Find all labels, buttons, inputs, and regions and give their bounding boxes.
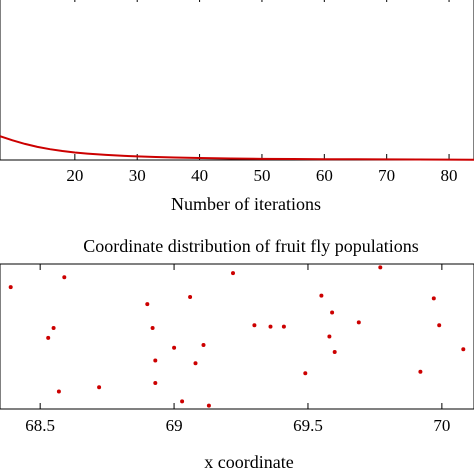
fly-point [252, 323, 257, 328]
fly-point [180, 399, 185, 404]
fly-point [281, 324, 286, 329]
fly-distribution-chart: Coordinate distribution of fruit fly pop… [0, 236, 474, 472]
convergence-plot-area [0, 0, 474, 161]
distribution-chart-title: Coordinate distribution of fruit fly pop… [83, 236, 418, 256]
convergence-x-ticks [74, 0, 450, 160]
distribution-plot-area [0, 263, 474, 410]
distribution-x-ticks [39, 264, 443, 409]
distribution-x-tick-label: 69 [166, 416, 183, 435]
fly-point [378, 265, 383, 270]
fly-point [193, 361, 198, 366]
convergence-x-tick-label: 50 [253, 166, 270, 185]
distribution-x-tick-label: 69.5 [293, 416, 323, 435]
fly-point [327, 334, 332, 339]
distribution-x-tick-labels: 68.5 69 69.5 70 [25, 416, 450, 435]
fly-point [418, 369, 423, 374]
fly-point [97, 385, 102, 390]
fly-point [172, 345, 177, 350]
distribution-x-tick-label: 70 [433, 416, 450, 435]
fly-point [332, 350, 337, 354]
fly-point [51, 326, 56, 330]
convergence-line [0, 135, 474, 161]
convergence-x-tick-labels: 20 30 40 50 60 70 80 [66, 166, 457, 185]
fly-point [431, 296, 436, 301]
convergence-series [0, 135, 474, 161]
convergence-x-axis-label: Number of iterations [171, 194, 321, 214]
distribution-points [8, 265, 466, 408]
fly-point [8, 285, 13, 290]
convergence-x-tick-label: 70 [378, 166, 395, 185]
fly-point [319, 293, 324, 298]
fly-point [46, 335, 51, 340]
fly-point [461, 347, 466, 352]
fly-point [150, 326, 155, 330]
fly-point [437, 323, 442, 328]
fly-point [56, 389, 61, 394]
convergence-x-tick-label: 60 [316, 166, 333, 185]
fly-point [153, 381, 158, 385]
fly-point [188, 295, 193, 299]
convergence-x-tick-label: 80 [441, 166, 458, 185]
fly-point [231, 271, 235, 276]
convergence-x-tick-label: 30 [129, 166, 146, 185]
fly-point [303, 371, 308, 376]
fly-point [62, 275, 67, 280]
convergence-x-tick-label: 20 [66, 166, 83, 185]
distribution-x-tick-label: 68.5 [25, 416, 55, 435]
fly-point [356, 320, 361, 325]
fly-point [153, 358, 158, 363]
fly-point [201, 343, 206, 347]
fly-point [145, 302, 150, 307]
distribution-x-axis-label: x coordinate [204, 452, 293, 472]
convergence-x-tick-label: 40 [191, 166, 208, 185]
convergence-chart: 20 30 40 50 60 70 80 Number of iterations [0, 0, 474, 214]
fly-point [330, 310, 335, 315]
fly-point [268, 324, 273, 329]
fly-point [206, 403, 211, 408]
